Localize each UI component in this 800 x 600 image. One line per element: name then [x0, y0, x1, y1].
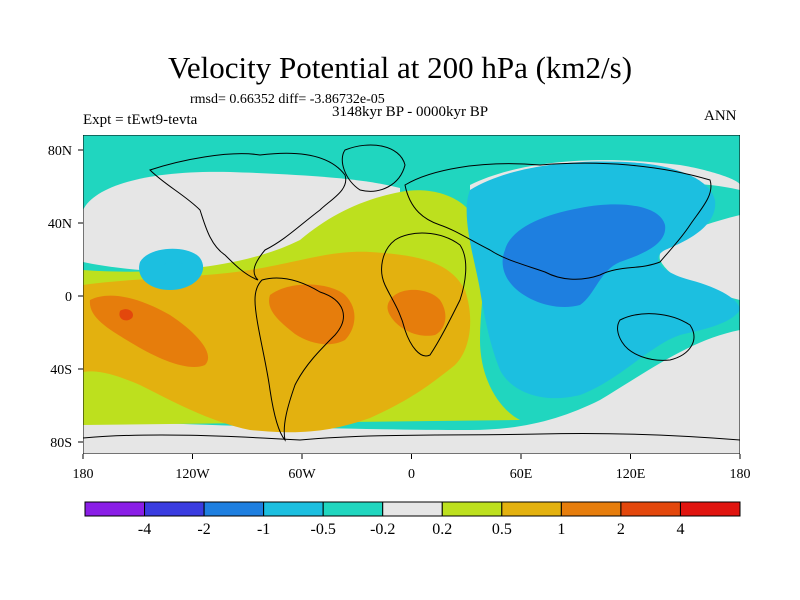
coastline-greenland	[341, 144, 406, 192]
colorbar-swatch	[382, 501, 443, 517]
axis-ticks	[78, 149, 741, 459]
lon-label-120w: 120W	[175, 467, 210, 482]
colorbar: -4 -2 -1 -0.5 -0.2 0.2 0.5 1 2 4	[84, 501, 741, 538]
coastlines	[83, 144, 740, 442]
map-plot-area	[83, 135, 740, 454]
strong-positive-core-south-america	[269, 284, 355, 345]
colorbar-label: -0.5	[311, 521, 336, 538]
colorbar-label: -1	[257, 521, 270, 538]
lat-label-40n: 40N	[48, 217, 72, 232]
rmsd-diff-stats: rmsd= 0.66352 diff= -3.86732e-05	[190, 92, 385, 107]
lon-label-0: 0	[408, 467, 415, 482]
colorbar-swatch	[263, 501, 324, 517]
figure-title: Velocity Potential at 200 hPa (km2/s)	[167, 50, 633, 85]
colorbar-label: 0.2	[432, 521, 452, 538]
coastline-north-america	[149, 152, 347, 281]
lat-label-40s: 40S	[50, 363, 72, 378]
moderate-positive-region	[83, 251, 471, 433]
lon-label-60e: 60E	[510, 467, 533, 482]
lat-label-80s: 80S	[50, 436, 72, 451]
lon-label-60w: 60W	[288, 467, 316, 482]
coastline-australia	[617, 313, 695, 361]
colorbar-swatch	[144, 501, 205, 517]
colorbar-label: 2	[617, 521, 625, 538]
lon-label-180w: 180	[73, 467, 94, 482]
coastline-africa	[381, 232, 467, 357]
colorbar-label: 1	[557, 521, 565, 538]
max-positive-spot	[119, 309, 133, 321]
colorbar-label: 4	[676, 521, 684, 538]
strong-positive-core-pacific	[89, 295, 209, 368]
colorbar-swatch	[322, 501, 384, 517]
colorbar-swatch	[679, 501, 741, 517]
season-label: ANN	[704, 108, 737, 124]
lat-label-80n: 80N	[48, 144, 72, 159]
coastline-eurasia	[404, 162, 712, 280]
colorbar-swatch	[203, 501, 265, 517]
colorbar-swatch	[441, 501, 503, 517]
colorbar-label: -2	[197, 521, 210, 538]
colorbar-swatch	[620, 501, 681, 517]
coastline-south-america	[254, 277, 344, 442]
weak-negative-region-asia	[466, 161, 740, 399]
lon-label-180e: 180	[730, 467, 751, 482]
neutral-patch-north-pacific	[119, 216, 160, 242]
colorbar-swatch	[501, 501, 562, 517]
colorbar-swatch	[560, 501, 622, 517]
strong-positive-core-africa	[387, 289, 446, 336]
negative-inner-patch-pacific	[159, 262, 189, 284]
experiment-label: Expt = tEwt9-tevta	[83, 112, 198, 128]
lat-label-eq: 0	[65, 290, 72, 305]
neutral-band-southern	[83, 160, 740, 454]
lon-label-120e: 120E	[616, 467, 646, 482]
colorbar-label: -4	[138, 521, 151, 538]
coastline-antarctica	[83, 432, 740, 441]
colorbar-label: 0.5	[492, 521, 512, 538]
colorbar-label: -0.2	[370, 521, 395, 538]
moderate-negative-core-asia	[502, 204, 666, 308]
time-period-label: 3148kyr BP - 0000kyr BP	[331, 104, 489, 120]
colorbar-swatch	[84, 501, 146, 517]
